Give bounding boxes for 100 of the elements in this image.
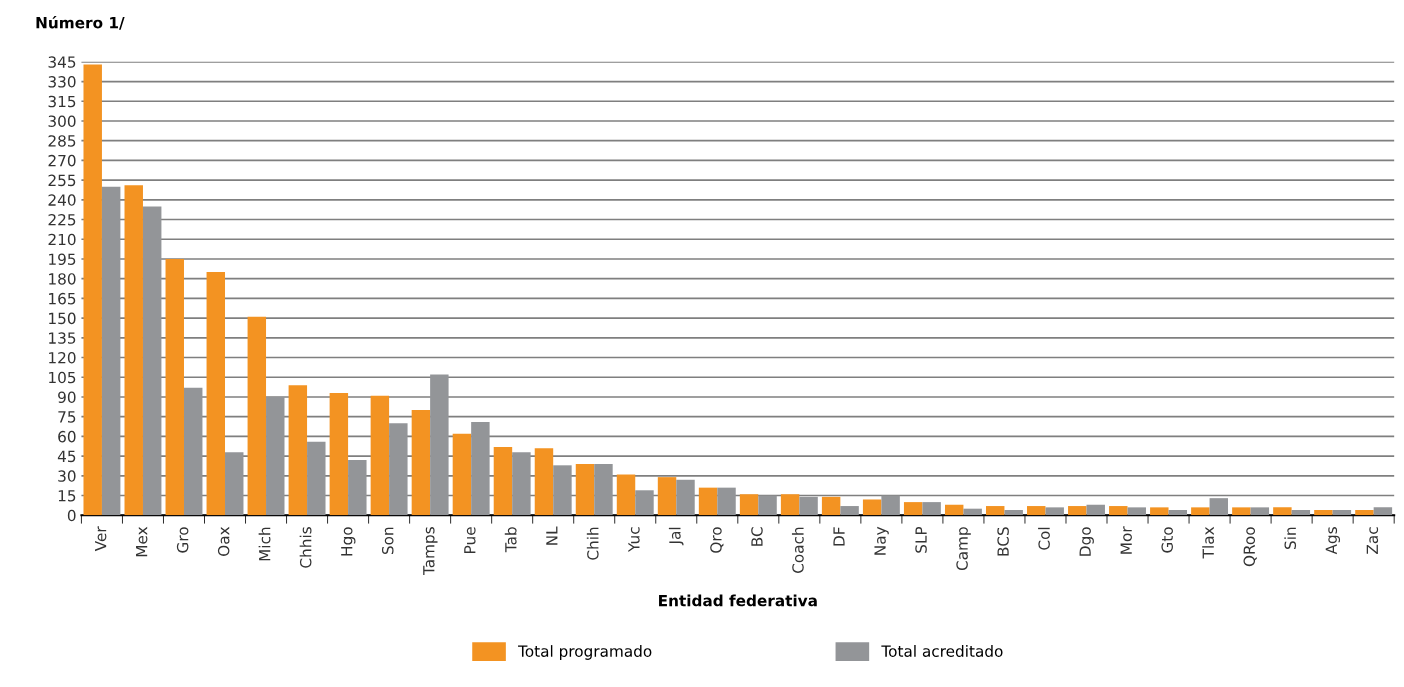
bar [739, 494, 759, 516]
bar [1086, 504, 1105, 516]
bar [512, 452, 531, 516]
bar [288, 385, 308, 516]
bar [985, 506, 1005, 516]
x-tick-label: Mich [258, 527, 271, 561]
x-tick-label: Pue [464, 527, 476, 553]
bar [1291, 509, 1311, 516]
bar [101, 186, 121, 516]
y-tick-label: 195 [49, 253, 76, 265]
bar [717, 487, 736, 516]
x-tick-label: Ags [1325, 527, 1341, 555]
x-tick-label: Zac [1366, 527, 1379, 554]
bar [124, 185, 143, 516]
bar [575, 463, 595, 516]
bar [1209, 498, 1229, 516]
x-tick-label: Dgo [1079, 527, 1094, 556]
x-tick-label: Qro [710, 527, 724, 553]
y-tick-label: 135 [49, 332, 76, 344]
y-tick-label: 240 [48, 194, 76, 206]
x-tick-label: Chhis [299, 527, 312, 568]
x-tick-label: Tamps [423, 527, 438, 576]
bar [142, 206, 162, 516]
y-tick-label: 60 [58, 430, 76, 443]
x-tick-label: Coach [791, 527, 804, 573]
y-tick-label: 225 [48, 214, 76, 226]
bar [247, 316, 267, 516]
bar [430, 374, 449, 516]
x-tick-label: Nay [874, 526, 889, 555]
bar [493, 446, 513, 516]
x-tick-label: Tlax [1202, 526, 1214, 559]
bar [1068, 506, 1087, 516]
y-tick-label: 330 [48, 76, 76, 88]
x-tick-label: Yuc [628, 527, 640, 553]
x-tick-label: QRoo [1243, 527, 1257, 567]
y-tick-label: 15 [58, 490, 76, 502]
bar [1127, 507, 1146, 516]
bar [471, 421, 490, 516]
y-tick-label: 165 [49, 292, 76, 305]
bar [1355, 509, 1374, 516]
bar [1109, 506, 1128, 516]
bar [758, 495, 777, 516]
y-tick-label: 150 [49, 312, 76, 325]
bar [206, 272, 226, 516]
bar [329, 393, 349, 516]
bar [83, 64, 102, 516]
bar [266, 396, 285, 516]
x-tick-label: Son [381, 527, 394, 555]
legend-label: Total programado [518, 645, 652, 660]
bar [225, 452, 244, 516]
bar [821, 496, 841, 516]
y-tick-label: 0 [67, 509, 76, 522]
x-tick-label: Oax [217, 526, 230, 556]
x-tick-label: BC [751, 527, 763, 546]
bar [1314, 509, 1333, 516]
x-tick-label: Gto [1161, 527, 1173, 553]
bar [676, 479, 695, 516]
y-tick-label: 285 [48, 135, 76, 147]
bar [1004, 509, 1023, 516]
x-tick-label: Sin [1284, 527, 1297, 549]
x-tick-label: Mex [136, 526, 148, 557]
y-tick-label: 255 [48, 174, 76, 187]
bar [963, 508, 982, 516]
bar [165, 258, 184, 516]
bar [411, 410, 431, 516]
bar [1232, 507, 1251, 516]
bar [862, 499, 882, 516]
x-tick-label: BCS [997, 527, 1009, 556]
bar [922, 502, 941, 516]
bar [698, 487, 718, 516]
bar [799, 496, 818, 516]
bar [840, 506, 859, 516]
x-tick-label: Hgo [341, 527, 356, 556]
y-tick-label: 30 [58, 470, 76, 482]
bar [903, 502, 923, 516]
x-tick-label: Ver [95, 526, 107, 552]
x-tick-label: Camp [956, 527, 971, 571]
x-tick-label: Mor [1120, 526, 1132, 554]
bar [594, 463, 613, 516]
bar [1250, 507, 1270, 516]
bar [452, 433, 472, 516]
x-tick-label: Col [1038, 527, 1050, 550]
bar [183, 387, 203, 516]
bar [635, 490, 654, 516]
bar [1273, 507, 1292, 516]
x-tick-label: Jal [668, 527, 684, 546]
y-tick-label: 120 [49, 352, 76, 364]
x-tick-label: Chih [586, 527, 599, 560]
bar [1045, 507, 1064, 516]
bar [307, 441, 326, 516]
x-tick-label: NL [546, 526, 558, 545]
bar [1191, 507, 1210, 516]
bar [1168, 509, 1188, 516]
chart-title: Número 1/ [36, 16, 125, 30]
bar [389, 423, 408, 516]
x-tick-label: DF [833, 527, 845, 546]
y-tick-label: 345 [48, 56, 76, 68]
bar [1373, 507, 1393, 516]
y-tick-label: 315 [48, 95, 76, 108]
bar [370, 395, 390, 516]
